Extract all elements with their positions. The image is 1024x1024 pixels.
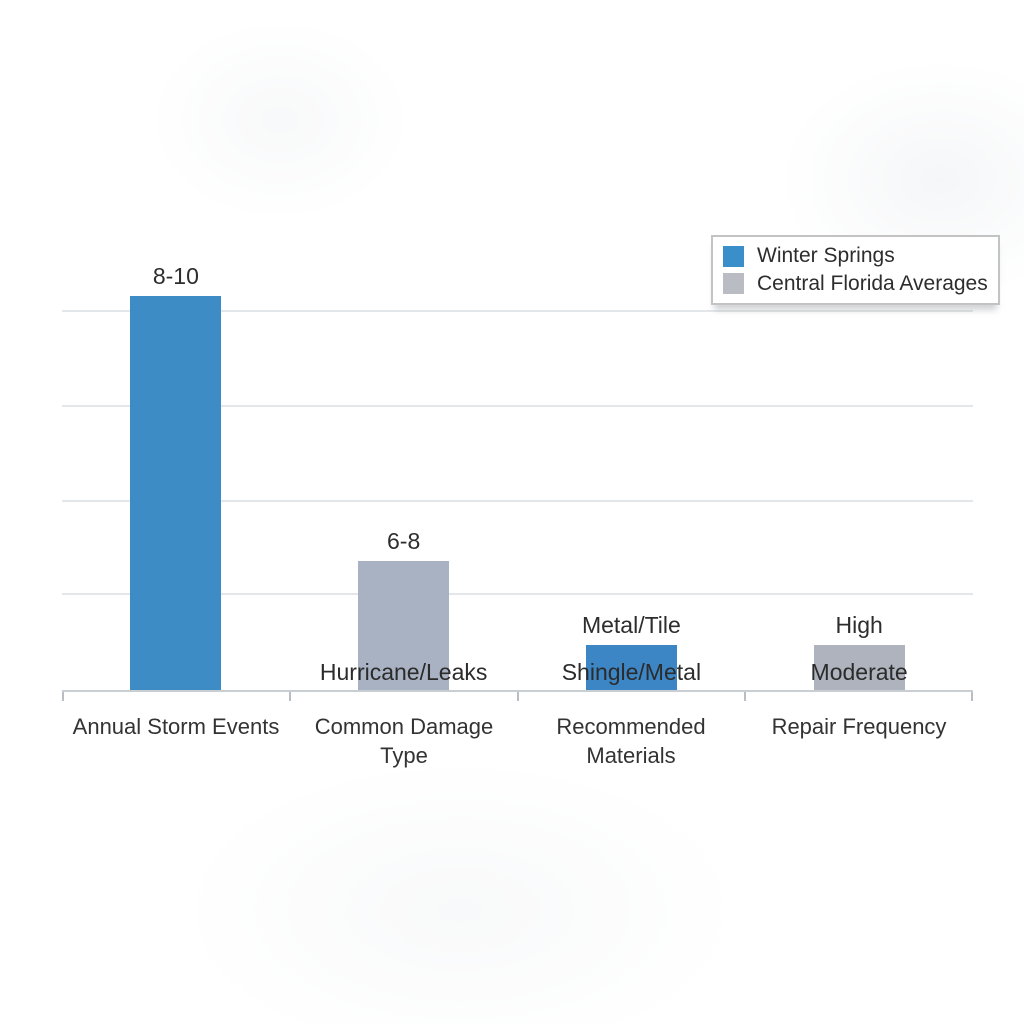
x-axis-line bbox=[62, 690, 973, 692]
bar-value-label: Metal/Tile bbox=[581, 611, 681, 638]
legend: Winter Springs Central Florida Averages bbox=[711, 235, 1000, 305]
bar-group-recommended-materials: Metal/Tile Shingle/Metal bbox=[517, 611, 745, 690]
legend-swatch-central-florida-averages bbox=[723, 273, 744, 295]
x-axis-label-annual-storm-events: Annual Storm Events bbox=[46, 712, 306, 741]
x-axis-label-line: Recommended bbox=[556, 714, 706, 739]
bar-winter-springs-annual-storm-events bbox=[130, 296, 222, 690]
x-axis-tick bbox=[288, 692, 291, 701]
gridline bbox=[62, 405, 973, 407]
legend-label: Central Florida Averages bbox=[757, 271, 988, 295]
x-axis-label-line: Materials bbox=[586, 743, 676, 768]
gridline bbox=[62, 310, 973, 312]
bar-overlay-label: Moderate bbox=[810, 659, 908, 685]
x-axis-tick bbox=[516, 692, 519, 701]
background-artifact bbox=[180, 760, 740, 1024]
x-axis-tick bbox=[744, 692, 747, 701]
x-axis-label-line: Common Damage bbox=[314, 714, 494, 739]
legend-label: Winter Springs bbox=[757, 244, 895, 268]
x-axis-tick bbox=[62, 692, 64, 701]
legend-swatch-winter-springs bbox=[723, 245, 744, 267]
bar-overlay-label: Shingle/Metal bbox=[561, 659, 702, 685]
x-axis-label-common-damage-type: Common Damage Type bbox=[274, 712, 534, 770]
bar-value-label: High bbox=[835, 611, 883, 638]
plot-area: 8-10 6-8 Hurricane/Leaks Metal/Tile Shin… bbox=[62, 240, 973, 701]
bar-group-repair-frequency: High Moderate bbox=[745, 611, 973, 690]
bar-group-common-damage-type: 6-8 Hurricane/Leaks bbox=[290, 527, 518, 690]
legend-item-central-florida-averages: Central Florida Averages bbox=[723, 272, 992, 296]
bar-value-label: 6-8 bbox=[387, 527, 421, 554]
bar-group-annual-storm-events: 8-10 bbox=[62, 262, 290, 690]
x-axis-label-repair-frequency: Repair Frequency bbox=[729, 712, 989, 741]
bar-value-label: 8-10 bbox=[152, 262, 199, 289]
x-axis-label-line: Repair Frequency bbox=[771, 714, 947, 739]
x-axis-label-recommended-materials: Recommended Materials bbox=[501, 712, 761, 770]
bar-overlay-label: Hurricane/Leaks bbox=[319, 659, 488, 685]
x-axis-label-line: Type bbox=[380, 743, 428, 768]
bar-winter-springs-recommended-materials bbox=[585, 645, 677, 690]
bar-central-florida-common-damage-type bbox=[358, 561, 450, 690]
gridline bbox=[62, 593, 973, 595]
background-artifact bbox=[150, 20, 410, 220]
x-axis-label-line: Annual Storm Events bbox=[72, 714, 280, 739]
gridline bbox=[62, 500, 973, 502]
bar-central-florida-repair-frequency bbox=[813, 645, 905, 690]
legend-item-winter-springs: Winter Springs bbox=[723, 244, 992, 268]
x-axis-tick bbox=[971, 692, 973, 701]
